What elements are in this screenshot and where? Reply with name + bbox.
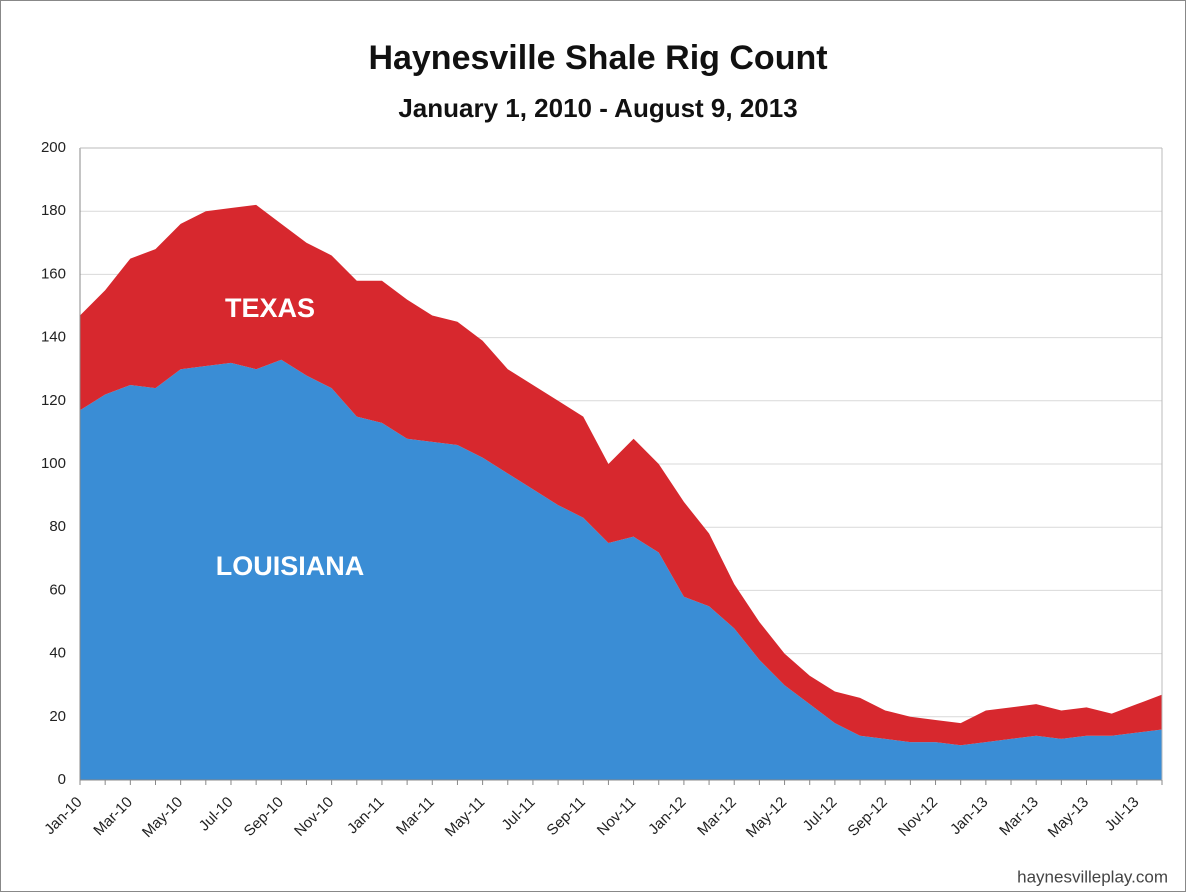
y-tick-label: 100 <box>41 455 66 472</box>
y-tick-label: 160 <box>41 265 66 282</box>
y-tick-label: 40 <box>49 645 66 662</box>
source: haynesvilleplay.com <box>1017 867 1168 886</box>
y-tick-label: 200 <box>41 139 66 156</box>
y-tick-label: 80 <box>49 518 66 535</box>
area <box>80 204 1162 746</box>
series-label: LOUISIANA <box>216 551 365 581</box>
y-tick-label: 140 <box>41 329 66 346</box>
y-tick-label: 60 <box>49 581 66 598</box>
y-tick-label: 20 <box>49 708 66 725</box>
chart-title: Haynesville Shale Rig Count <box>368 39 827 77</box>
area <box>80 359 1162 780</box>
series-label: TEXAS <box>225 293 315 323</box>
y-tick-label: 0 <box>58 771 66 788</box>
y-tick-label: 180 <box>41 202 66 219</box>
y-tick-label: 120 <box>41 392 66 409</box>
chart-subtitle: January 1, 2010 - August 9, 2013 <box>398 93 797 123</box>
